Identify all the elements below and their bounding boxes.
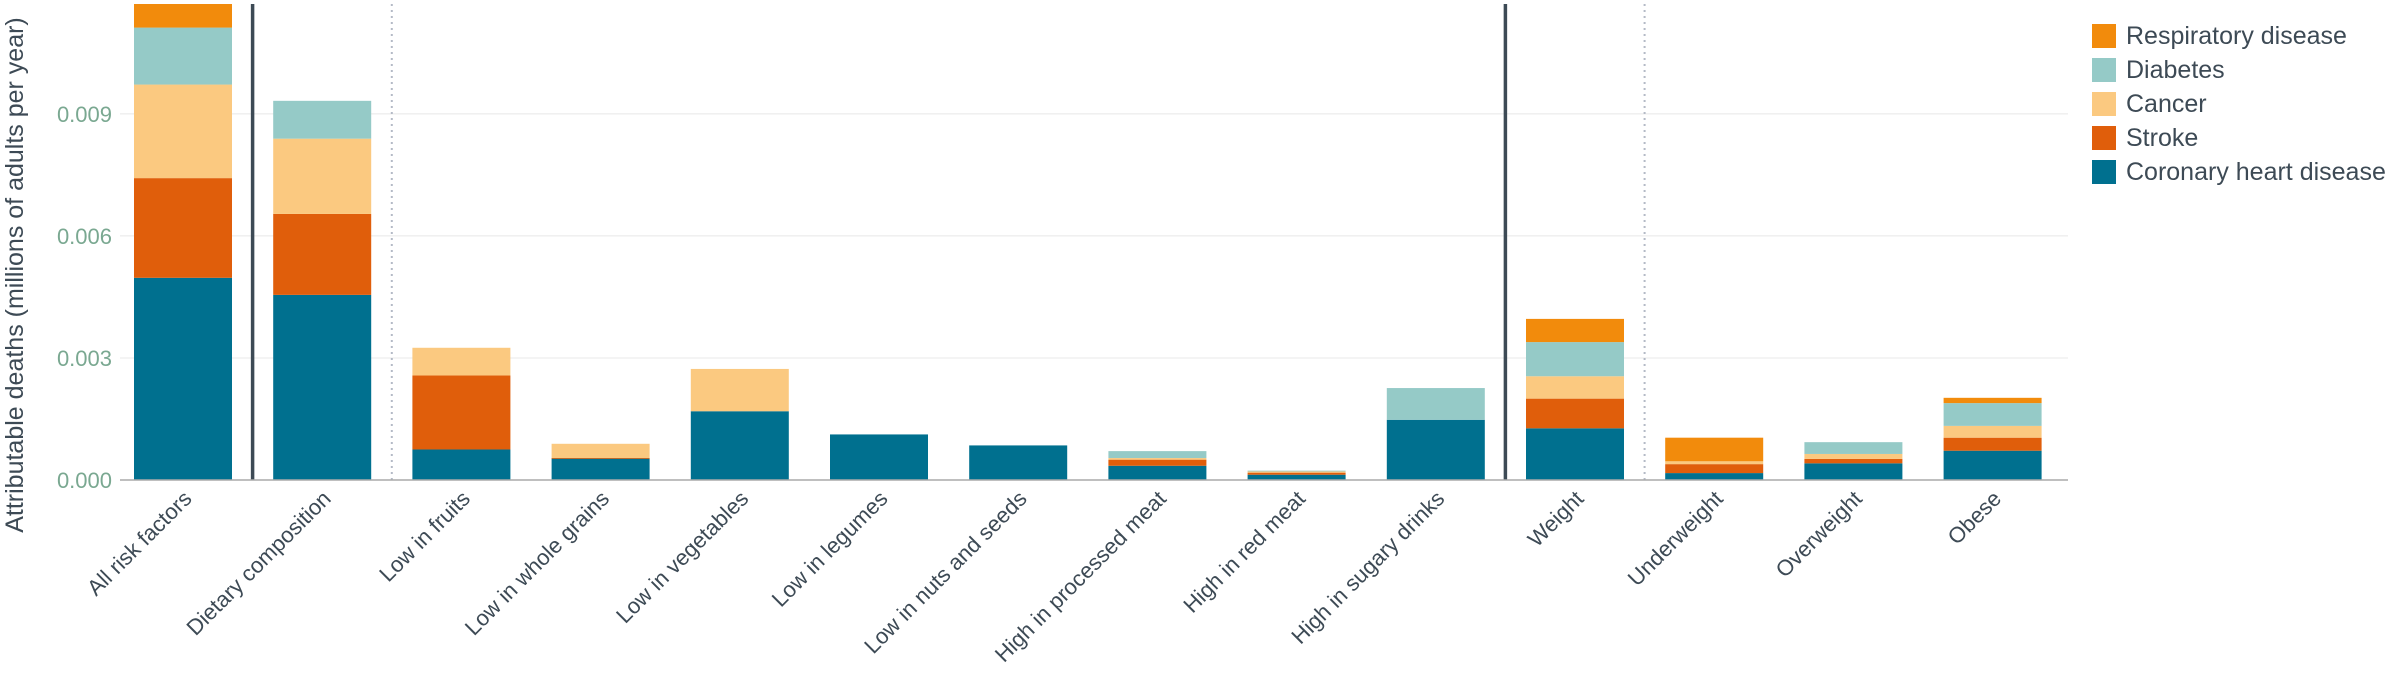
legend-swatch [2092,58,2116,82]
x-tick-label: Low in fruits [374,486,475,587]
bar-dietary-composition-stroke[interactable] [273,213,372,295]
bar-dietary-composition-diabetes[interactable] [273,100,372,139]
bar-all-risk-factors-stroke[interactable] [134,178,232,278]
y-tick-label: 0.006 [57,224,112,249]
legend-swatch [2092,160,2116,184]
bar-high-in-red-meat-diabetes[interactable] [1247,470,1346,472]
bar-low-in-nuts-and-seeds-coronary-heart-disease[interactable] [969,445,1068,480]
bar-all-risk-factors-respiratory-disease[interactable] [134,4,232,28]
bar-high-in-processed-meat-coronary-heart-disease[interactable] [1108,465,1207,480]
bar-low-in-legumes-coronary-heart-disease[interactable] [830,434,928,480]
bar-low-in-fruits-cancer[interactable] [412,347,511,376]
bar-low-in-fruits-stroke[interactable] [412,375,511,450]
bar-low-in-vegetables-coronary-heart-disease[interactable] [690,411,789,480]
x-tick-label: Low in whole grains [460,486,614,640]
legend-item-coronary-heart-disease[interactable]: Coronary heart disease [2092,158,2386,186]
legend-swatch [2092,92,2116,116]
x-tick-label: Dietary composition [181,486,335,640]
bar-obese-cancer[interactable] [1943,425,2042,438]
x-tick-label: Underweight [1623,486,1728,591]
bar-weight-diabetes[interactable] [1526,342,1624,377]
y-axis-title: Attributable deaths (millions of adults … [1,17,29,533]
bar-weight-cancer[interactable] [1526,376,1624,399]
bar-overweight-cancer[interactable] [1804,453,1903,459]
legend[interactable]: Respiratory disease Diabetes Cancer Stroke C… [2092,22,2386,186]
x-tick-label: Low in legumes [767,486,893,612]
bar-underweight-respiratory-disease[interactable] [1665,437,1764,462]
bar-high-in-red-meat-stroke[interactable] [1247,472,1346,475]
legend-item-stroke[interactable]: Stroke [2092,124,2198,152]
bar-weight-stroke[interactable] [1526,398,1624,429]
legend-label: Cancer [2126,90,2207,118]
bar-underweight-coronary-heart-disease[interactable] [1665,473,1764,480]
x-tick-label: Weight [1523,486,1589,552]
bar-high-in-sugary-drinks-coronary-heart-disease[interactable] [1386,419,1485,480]
bar-low-in-fruits-coronary-heart-disease[interactable] [412,449,511,480]
x-tick-label: High in red meat [1178,486,1310,618]
y-tick-label: 0.000 [57,468,112,493]
bar-weight-coronary-heart-disease[interactable] [1526,428,1624,480]
legend-label: Diabetes [2126,56,2225,84]
bar-high-in-red-meat-coronary-heart-disease[interactable] [1247,474,1346,480]
bar-overweight-diabetes[interactable] [1804,442,1903,454]
bar-underweight-stroke[interactable] [1665,464,1764,474]
gridlines [120,113,2068,359]
bar-dietary-composition-coronary-heart-disease[interactable] [273,294,372,480]
bar-overweight-coronary-heart-disease[interactable] [1804,463,1903,480]
bar-obese-respiratory-disease[interactable] [1943,397,2042,404]
bar-high-in-sugary-drinks-diabetes[interactable] [1386,388,1485,420]
legend-swatch [2092,24,2116,48]
bar-high-in-processed-meat-cancer[interactable] [1108,458,1207,460]
y-tick-label: 0.009 [57,102,112,127]
bar-all-risk-factors-cancer[interactable] [134,84,232,179]
legend-label: Respiratory disease [2126,22,2347,50]
legend-label: Coronary heart disease [2126,158,2386,186]
bar-obese-stroke[interactable] [1943,437,2042,451]
bar-obese-diabetes[interactable] [1943,403,2042,426]
bar-low-in-whole-grains-coronary-heart-disease[interactable] [551,458,650,480]
bar-weight-respiratory-disease[interactable] [1526,318,1624,343]
bar-high-in-processed-meat-diabetes[interactable] [1108,451,1207,459]
legend-item-diabetes[interactable]: Diabetes [2092,56,2225,84]
bar-low-in-whole-grains-stroke[interactable] [551,458,650,459]
x-tick-label: High in sugary drinks [1286,486,1449,649]
legend-label: Stroke [2126,124,2198,152]
x-tick-label: Obese [1943,486,2007,550]
legend-item-cancer[interactable]: Cancer [2092,90,2207,118]
group-separators [250,4,1646,480]
bar-low-in-whole-grains-cancer[interactable] [551,443,650,459]
bars [134,4,2042,480]
legend-swatch [2092,126,2116,150]
bar-dietary-composition-cancer[interactable] [273,138,372,214]
bar-underweight-cancer[interactable] [1665,461,1764,465]
bar-all-risk-factors-coronary-heart-disease[interactable] [134,277,232,480]
x-tick-label: Overweight [1771,486,1867,582]
bar-overweight-stroke[interactable] [1804,458,1903,464]
x-tick-label: Low in vegetables [611,486,753,628]
y-tick-label: 0.003 [57,346,112,371]
bar-high-in-red-meat-cancer[interactable] [1247,471,1346,473]
x-tick-label: All risk factors [82,486,196,600]
bar-low-in-vegetables-cancer[interactable] [690,368,789,412]
bar-all-risk-factors-diabetes[interactable] [134,27,232,85]
legend-item-respiratory-disease[interactable]: Respiratory disease [2092,22,2347,50]
bar-high-in-processed-meat-stroke[interactable] [1108,459,1207,466]
bar-obese-coronary-heart-disease[interactable] [1943,450,2042,480]
